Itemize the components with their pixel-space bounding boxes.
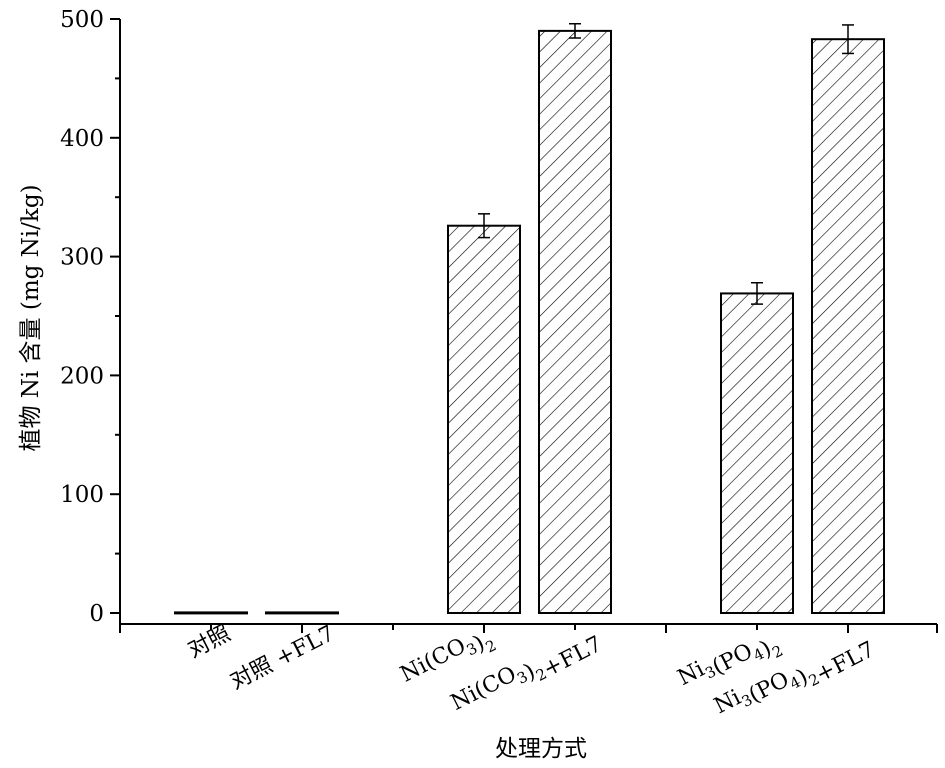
y-tick-label: 0 <box>89 601 104 627</box>
bar <box>447 224 521 614</box>
x-axis-title: 处理方式 <box>495 736 587 762</box>
y-tick-label: 100 <box>60 482 104 508</box>
bar <box>265 611 339 615</box>
bar <box>811 38 885 615</box>
x-tick-label: 对照 +FL7 <box>226 621 338 695</box>
x-tick-label: 对照 <box>184 621 235 663</box>
x-tick-label: Ni3(PO4)2+FL7 <box>710 621 879 735</box>
y-tick-label: 400 <box>60 126 104 152</box>
bar <box>538 29 612 614</box>
bar <box>720 292 794 614</box>
y-axis-title: 植物 Ni 含量 (mg Ni/kg) <box>18 184 44 451</box>
y-tick-label: 500 <box>60 7 104 33</box>
bar <box>174 611 248 615</box>
y-tick-label: 200 <box>60 363 104 389</box>
y-tick-label: 300 <box>60 245 104 271</box>
